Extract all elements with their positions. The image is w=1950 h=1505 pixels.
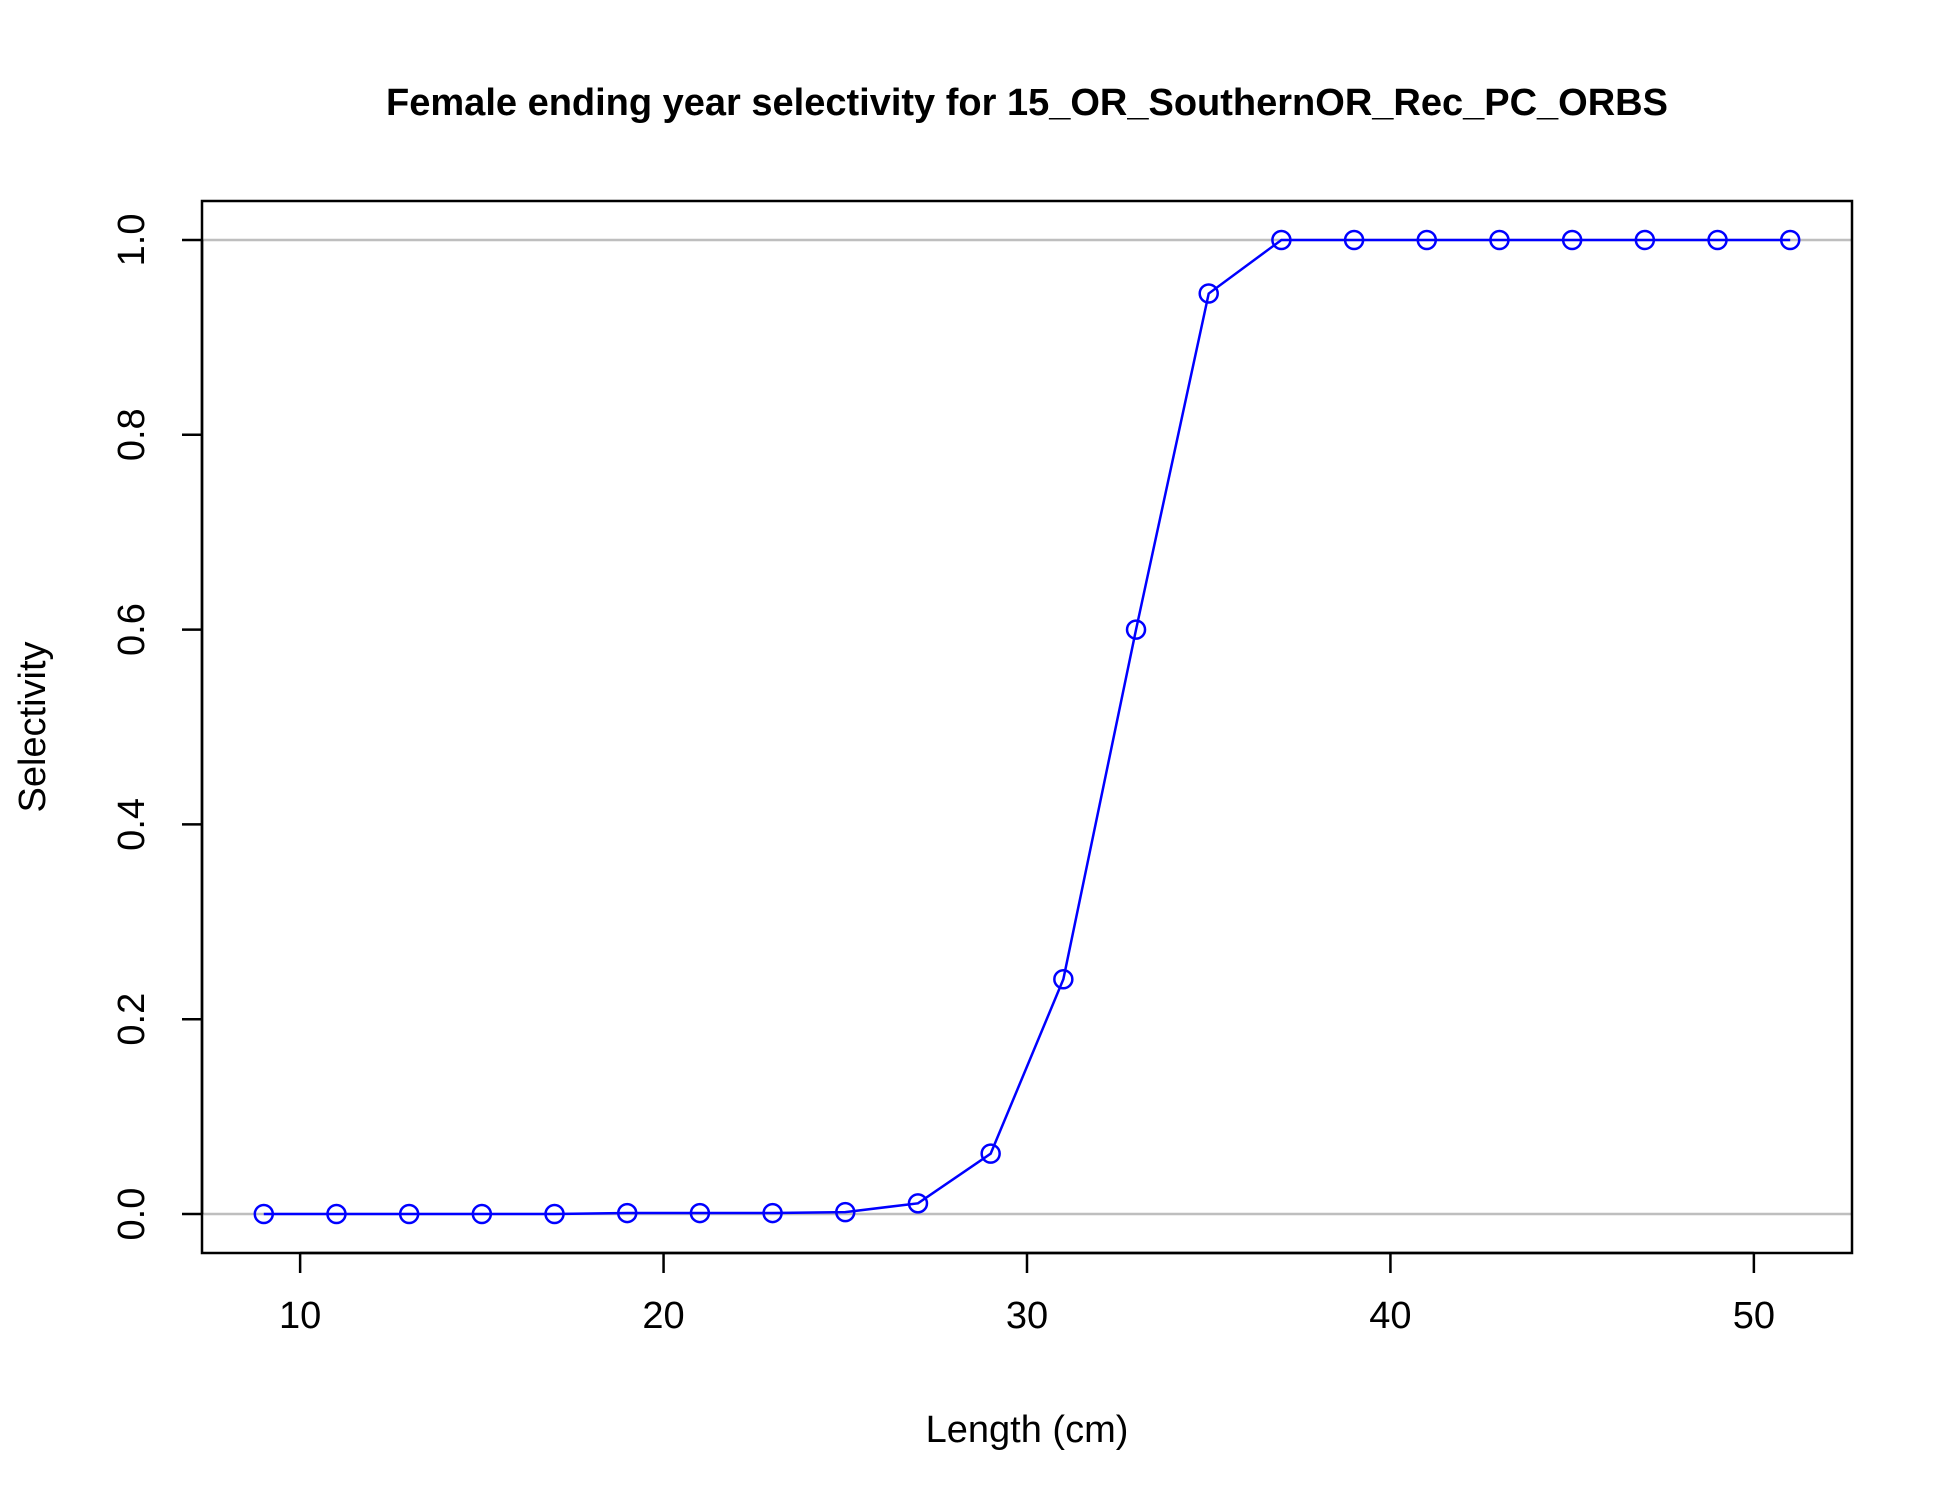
y-tick-label: 0.2 (111, 993, 153, 1046)
x-axis-label: Length (cm) (926, 1409, 1129, 1451)
series-line (263, 238, 1791, 1216)
data-point (1343, 229, 1365, 251)
x-tick-label: 10 (279, 1295, 321, 1337)
data-point (326, 1203, 347, 1225)
y-tick-label: 0.6 (111, 603, 153, 656)
data-point (1416, 229, 1438, 251)
chart-title: Female ending year selectivity for 15_OR… (386, 82, 1668, 124)
plot-frame (200, 199, 1854, 1255)
x-axis: 10 20 30 40 50 (279, 1251, 1775, 1337)
x-tick-label: 40 (1369, 1295, 1411, 1337)
data-point (544, 1203, 565, 1225)
data-point (1198, 283, 1219, 304)
y-tick-label: 0.8 (111, 408, 153, 461)
data-point (1634, 229, 1656, 251)
data-point (253, 1203, 275, 1225)
y-tick-label: 0.0 (111, 1188, 153, 1241)
data-point (616, 1202, 638, 1224)
data-point (1489, 229, 1510, 251)
data-point (1271, 229, 1292, 251)
data-point (835, 1201, 856, 1223)
data-point (907, 1193, 929, 1214)
y-tick-label: 1.0 (111, 214, 153, 267)
x-tick-label: 50 (1733, 1295, 1775, 1337)
data-point (762, 1202, 783, 1224)
data-point (1053, 969, 1074, 990)
y-axis-label: Selectivity (12, 641, 54, 812)
data-point (689, 1202, 711, 1224)
y-tick-label: 0.4 (111, 798, 153, 851)
x-tick-label: 30 (1006, 1295, 1048, 1337)
data-point (398, 1203, 420, 1225)
data-point (1125, 619, 1147, 640)
data-point (1707, 229, 1728, 251)
data-point (1779, 229, 1801, 251)
series-layer (253, 229, 1801, 1225)
data-point (1561, 229, 1583, 251)
data-point (980, 1143, 1001, 1164)
y-axis: 0.0 0.2 0.4 0.6 0.8 1.0 (111, 214, 204, 1241)
data-point (471, 1203, 493, 1225)
x-tick-label: 20 (642, 1295, 684, 1337)
